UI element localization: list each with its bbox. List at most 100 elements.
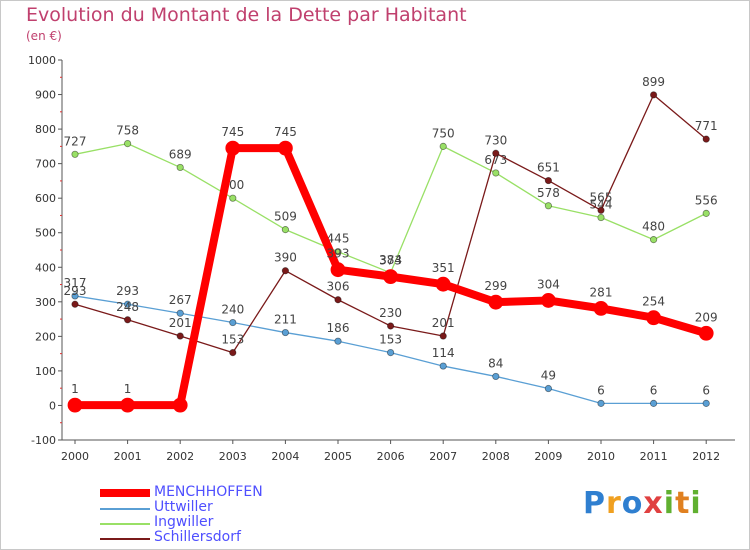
data-label-schillersdorf-2007: 201 [432,316,455,330]
point-ingwiller-2007 [439,142,447,150]
data-label-ingwiller-2011: 480 [642,220,665,234]
data-label-ingwiller-2001: 758 [116,124,139,138]
x-tick-label-2011: 2011 [640,450,668,463]
x-tick-label-2004: 2004 [271,450,299,463]
point-schillersdorf-2006 [386,322,395,330]
data-label-ingwiller-2000: 727 [64,134,87,148]
point-uttwiller-2009 [544,384,553,393]
y-tick-label-300: 300 [35,296,56,309]
legend-swatch-menchhoffen [100,489,150,497]
data-label-uttwiller-2007: 114 [432,346,455,360]
data-label-schillersdorf-2002: 201 [169,316,192,330]
point-uttwiller-2002 [176,309,184,317]
x-tick-label-2001: 2001 [114,450,142,463]
data-label-uttwiller-2001: 293 [116,284,139,298]
data-label-uttwiller-2011: 6 [650,383,658,397]
data-label-schillersdorf-2010: 565 [590,190,613,204]
data-label-uttwiller-2000: 317 [64,276,87,290]
point-schillersdorf-2000 [71,300,79,308]
data-label-ingwiller-2012: 556 [695,193,718,207]
data-label-schillersdorf-2005: 306 [327,280,350,294]
point-ingwiller-2000 [71,150,79,158]
data-label-menchhoffen-2001: 1 [124,382,132,396]
point-menchhoffen-2003 [225,140,241,156]
point-menchhoffen-2009 [541,293,556,308]
data-label-schillersdorf-2011: 899 [642,75,665,89]
legend-label-ingwiller: Ingwiller [154,514,214,530]
point-uttwiller-2006 [386,348,395,357]
point-menchhoffen-2011 [646,310,661,326]
x-tick-label-2005: 2005 [324,450,352,463]
data-label-menchhoffen-2009: 304 [537,277,560,291]
data-label-ingwiller-2002: 689 [169,147,192,161]
data-label-ingwiller-2007: 750 [432,126,455,140]
point-uttwiller-2004 [281,328,289,337]
point-menchhoffen-2008 [488,294,504,310]
x-tick-label-2002: 2002 [166,450,194,463]
point-schillersdorf-2002 [176,332,184,340]
chart-unit: (en €) [26,29,62,43]
data-label-ingwiller-2004: 509 [274,210,297,224]
point-schillersdorf-2003 [229,348,237,357]
y-tick-label-800: 800 [35,123,56,136]
x-tick-label-2007: 2007 [429,450,457,463]
data-label-uttwiller-2010: 6 [597,383,605,397]
point-menchhoffen-2002 [172,397,188,413]
data-label-ingwiller-2010: 544 [590,198,613,212]
data-label-menchhoffen-2005: 393 [327,247,350,261]
data-label-menchhoffen-2010: 281 [590,285,613,299]
x-tick-label-2006: 2006 [377,450,405,463]
point-schillersdorf-2011 [649,91,658,99]
point-menchhoffen-2006 [383,269,399,285]
point-menchhoffen-2000 [67,397,83,413]
data-label-uttwiller-2012: 6 [702,383,710,397]
y-tick-label-400: 400 [35,261,56,274]
data-label-uttwiller-2004: 211 [274,313,297,327]
point-schillersdorf-2004 [281,267,289,275]
data-label-uttwiller-2009: 49 [541,369,556,383]
point-schillersdorf-2005 [334,296,342,304]
data-label-schillersdorf-2003: 153 [221,333,244,347]
point-menchhoffen-2001 [120,397,135,413]
data-label-uttwiller-2006: 153 [379,333,402,347]
y-tick-label-500: 500 [35,227,56,240]
point-ingwiller-2011 [649,236,658,244]
point-ingwiller-2005 [334,248,342,256]
point-menchhoffen-2004 [277,140,293,156]
legend-swatch-uttwiller [100,508,150,510]
point-ingwiller-2012 [702,209,710,217]
x-tick-label-2008: 2008 [482,450,510,463]
point-schillersdorf-2007 [439,332,447,340]
data-label-schillersdorf-2000: 293 [64,284,87,298]
point-uttwiller-2003 [229,318,237,327]
point-ingwiller-2004 [281,226,289,234]
x-tick-label-2009: 2009 [534,450,562,463]
point-uttwiller-2011 [649,399,658,407]
data-label-menchhoffen-2003: 745 [221,125,244,139]
point-ingwiller-2001 [124,140,132,148]
y-tick-label--100: -100 [31,434,56,447]
point-menchhoffen-2012 [698,325,714,341]
point-ingwiller-2002 [176,163,184,172]
y-tick-label-600: 600 [35,192,56,205]
point-menchhoffen-2010 [593,300,609,316]
x-tick-label-2010: 2010 [587,450,615,463]
y-tick-label-1000: 1000 [28,54,56,67]
point-uttwiller-2001 [124,300,132,308]
y-tick-label-0: 0 [49,399,56,412]
data-label-uttwiller-2005: 186 [327,321,350,335]
point-uttwiller-2007 [439,362,447,370]
point-schillersdorf-2010 [597,206,605,214]
data-label-menchhoffen-2011: 254 [642,295,665,309]
y-tick-label-100: 100 [35,365,56,378]
chart-title: Evolution du Montant de la Dette par Hab… [26,4,467,26]
data-label-menchhoffen-2007: 351 [432,261,455,275]
point-ingwiller-2008 [492,169,500,177]
point-menchhoffen-2007 [435,276,451,292]
data-label-menchhoffen-2012: 209 [695,310,718,324]
point-schillersdorf-2008 [492,149,500,157]
point-menchhoffen-2005 [330,262,346,278]
data-label-menchhoffen-2004: 745 [274,125,297,139]
point-ingwiller-2010 [597,213,605,222]
